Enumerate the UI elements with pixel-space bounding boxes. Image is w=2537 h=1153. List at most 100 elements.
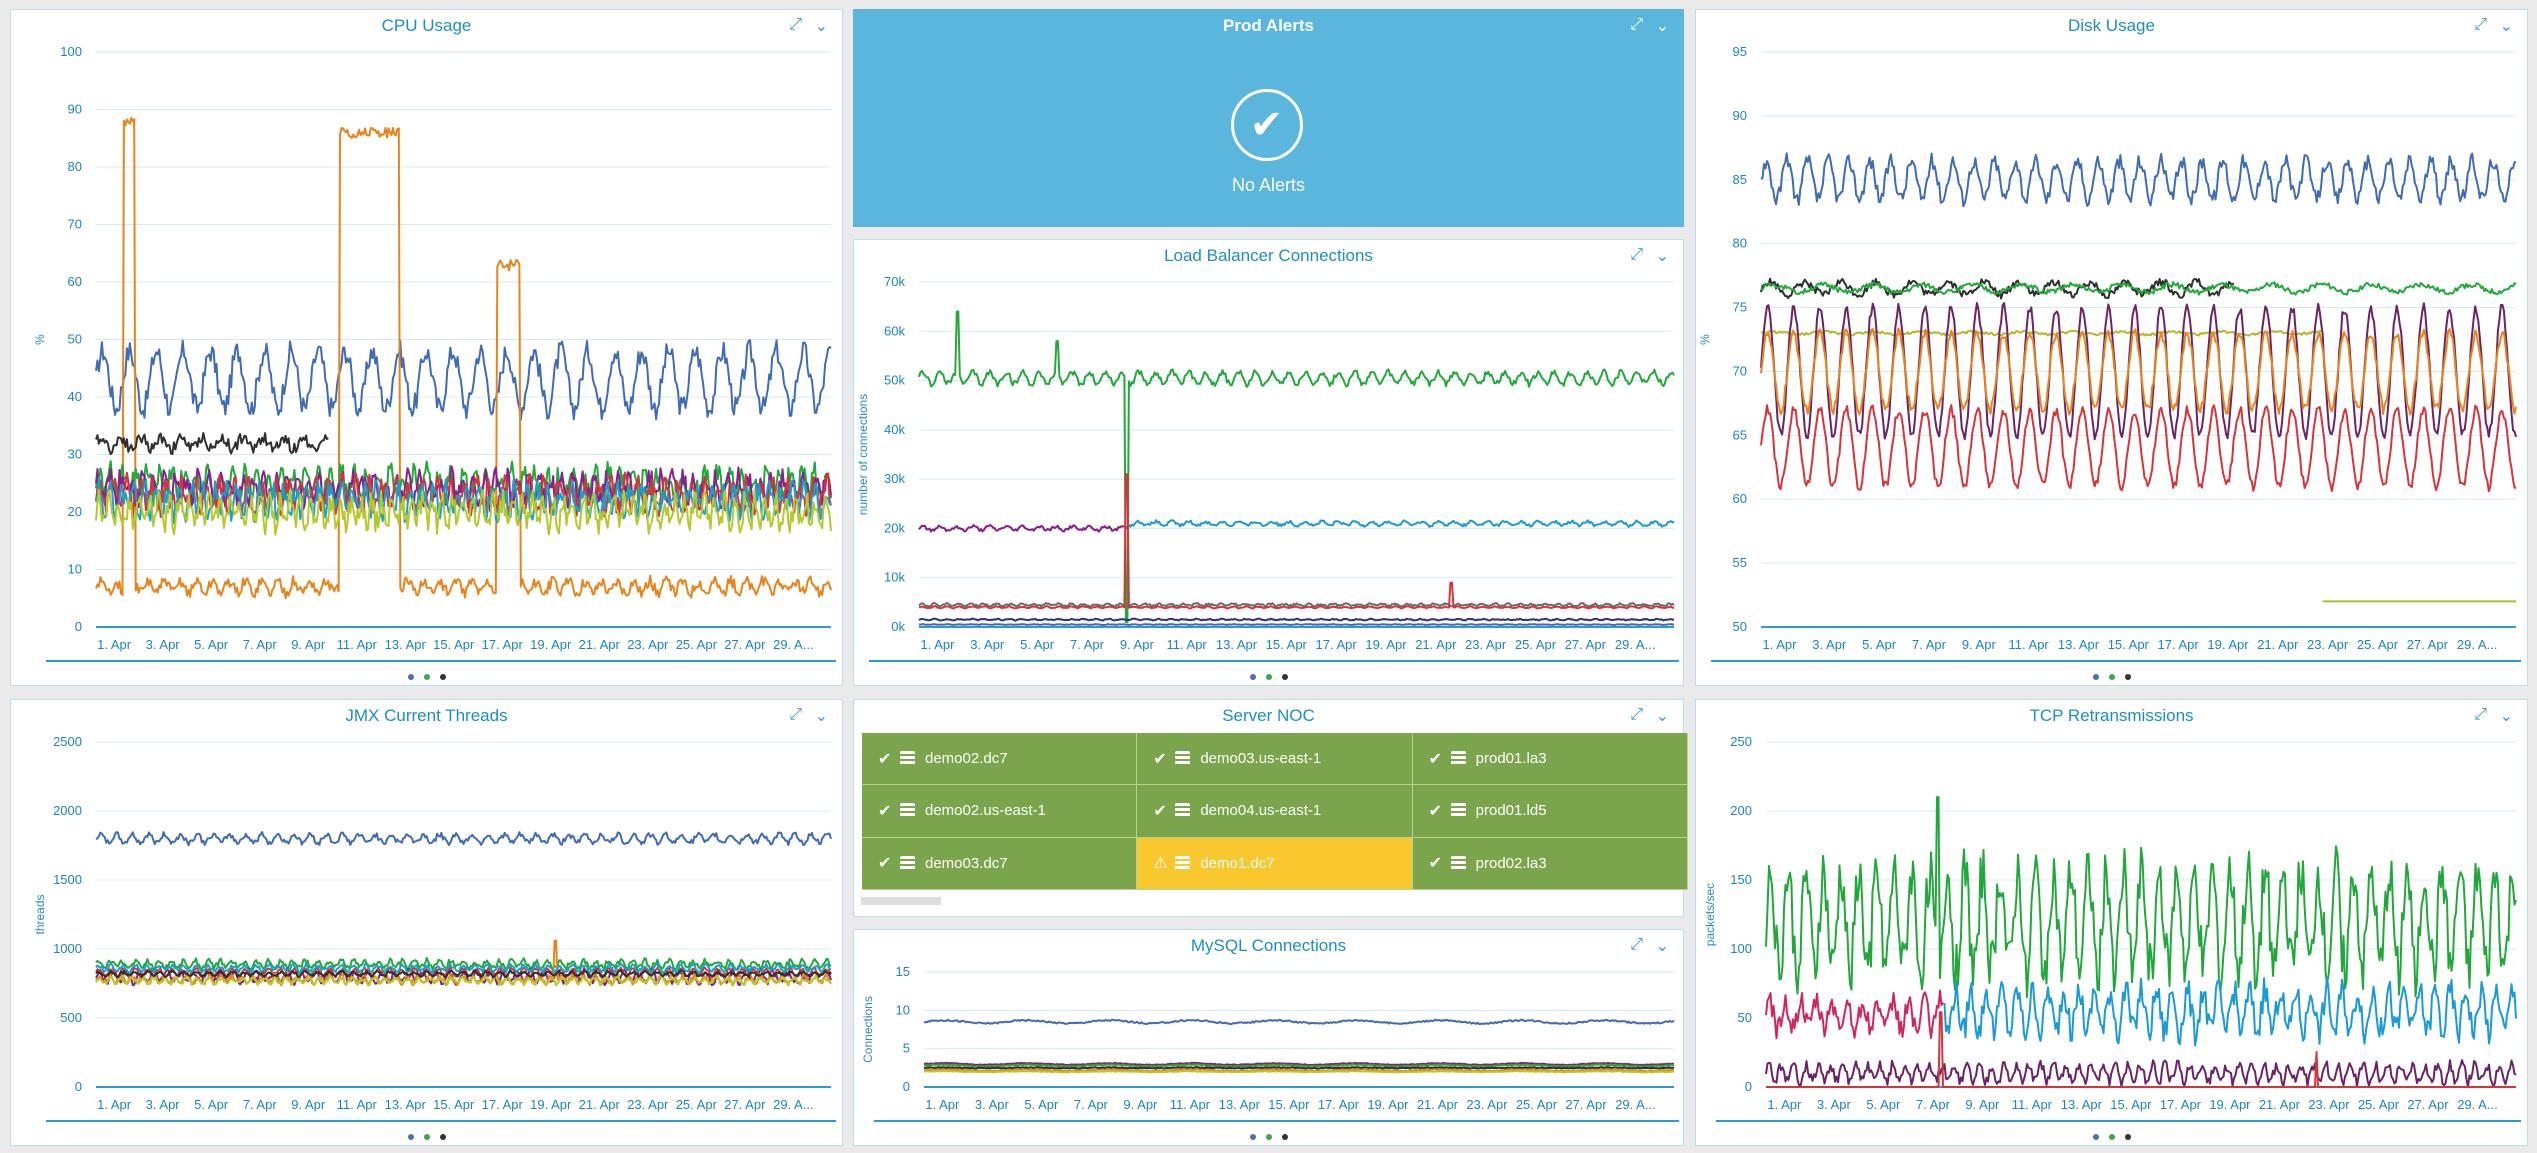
y-axis-label: Connections bbox=[861, 996, 875, 1063]
server-tile[interactable]: ✔ demo03.dc7 bbox=[862, 837, 1138, 890]
server-tile[interactable]: ⚠ demo1.dc7 bbox=[1137, 837, 1413, 890]
x-tick-label: 5. Apr bbox=[1024, 1097, 1059, 1112]
server-tile[interactable]: ✔ demo02.dc7 bbox=[862, 733, 1138, 786]
chevron-down-icon[interactable]: ⌄ bbox=[1655, 938, 1669, 955]
page-dot[interactable] bbox=[1265, 1134, 1272, 1140]
check-icon: ✔ bbox=[878, 750, 892, 768]
page-dot[interactable] bbox=[1281, 1134, 1288, 1140]
series-line bbox=[1765, 989, 1944, 1040]
x-tick-label: 23. Apr bbox=[1465, 637, 1507, 652]
page-indicator[interactable] bbox=[1696, 674, 2527, 680]
series-line bbox=[95, 339, 832, 421]
page-indicator[interactable] bbox=[854, 674, 1683, 680]
x-tick-label: 3. Apr bbox=[970, 637, 1005, 652]
page-dot[interactable] bbox=[2092, 674, 2099, 680]
x-tick-label: 27. Apr bbox=[2407, 1097, 2449, 1112]
series-line bbox=[1765, 796, 2517, 998]
y-tick-label: 75 bbox=[1733, 300, 1747, 315]
page-indicator[interactable] bbox=[854, 1134, 1683, 1140]
server-tile[interactable]: ✔ demo03.us-east-1 bbox=[1137, 733, 1413, 786]
mysql-connections-panel: MySQL Connections ⤢ ⌄ 0 5 10 15 Connections 1… bbox=[853, 929, 1684, 1146]
expand-icon[interactable]: ⤢ bbox=[1630, 936, 1643, 953]
y-tick-label: 0 bbox=[75, 619, 82, 634]
page-dot[interactable] bbox=[439, 674, 446, 680]
page-dot[interactable] bbox=[2124, 1134, 2131, 1140]
page-indicator[interactable] bbox=[1696, 1134, 2527, 1140]
page-dot[interactable] bbox=[2124, 674, 2131, 680]
panel-title: Disk Usage bbox=[2068, 16, 2155, 35]
x-tick-label: 7. Apr bbox=[1070, 637, 1105, 652]
server-tile[interactable]: ✔ prod02.la3 bbox=[1412, 837, 1688, 890]
horizontal-scrollbar[interactable] bbox=[861, 897, 941, 905]
series-line bbox=[95, 831, 832, 847]
expand-icon[interactable]: ⤢ bbox=[2474, 16, 2487, 33]
chevron-down-icon[interactable]: ⌄ bbox=[2499, 708, 2513, 725]
x-tick-label: 15. Apr bbox=[433, 637, 475, 652]
series-line bbox=[923, 1068, 1675, 1073]
y-axis-label: number of connections bbox=[856, 394, 870, 515]
page-dot[interactable] bbox=[1281, 674, 1288, 680]
y-tick-label: 90 bbox=[68, 102, 82, 117]
server-name: demo02.us-east-1 bbox=[925, 802, 1046, 820]
x-tick-label: 17. Apr bbox=[482, 637, 524, 652]
x-tick-label: 19. Apr bbox=[530, 637, 572, 652]
x-tick-label: 13. Apr bbox=[2061, 1097, 2103, 1112]
chevron-down-icon[interactable]: ⌄ bbox=[1655, 18, 1669, 35]
page-dot[interactable] bbox=[423, 674, 430, 680]
expand-icon[interactable]: ⤢ bbox=[1630, 246, 1643, 263]
check-icon: ✔ bbox=[878, 855, 892, 873]
page-dot[interactable] bbox=[2108, 674, 2115, 680]
y-tick-label: 55 bbox=[1733, 555, 1747, 570]
x-tick-label: 25. Apr bbox=[676, 637, 718, 652]
expand-icon[interactable]: ⤢ bbox=[1630, 706, 1643, 723]
y-tick-label: 10 bbox=[896, 1002, 910, 1017]
x-tick-label: 27. Apr bbox=[1565, 1097, 1607, 1112]
page-dot[interactable] bbox=[1265, 674, 1272, 680]
x-tick-label: 17. Apr bbox=[1318, 1097, 1360, 1112]
page-dot[interactable] bbox=[439, 1134, 446, 1140]
x-tick-label: 11. Apr bbox=[1167, 637, 1208, 652]
x-tick-label: 25. Apr bbox=[1515, 637, 1557, 652]
page-dot[interactable] bbox=[1249, 674, 1256, 680]
page-dot[interactable] bbox=[423, 1134, 430, 1140]
chevron-down-icon[interactable]: ⌄ bbox=[1655, 248, 1669, 265]
y-tick-label: 80 bbox=[1733, 236, 1747, 251]
page-dot[interactable] bbox=[2108, 1134, 2115, 1140]
chevron-down-icon[interactable]: ⌄ bbox=[814, 708, 828, 725]
y-tick-label: 70 bbox=[1733, 363, 1747, 378]
expand-icon[interactable]: ⤢ bbox=[2474, 706, 2487, 723]
page-dot[interactable] bbox=[407, 1134, 414, 1140]
series-line bbox=[95, 432, 329, 456]
expand-icon[interactable]: ⤢ bbox=[789, 16, 802, 33]
server-grid: ✔ demo02.dc7 ✔ demo03.us-east-1 ✔ prod01.la3 ✔… bbox=[862, 733, 1688, 890]
y-tick-label: 40 bbox=[68, 389, 82, 404]
chevron-down-icon[interactable]: ⌄ bbox=[2499, 18, 2513, 35]
series-line bbox=[95, 969, 832, 979]
x-tick-label: 21. Apr bbox=[1417, 1097, 1459, 1112]
expand-icon[interactable]: ⤢ bbox=[789, 706, 802, 723]
x-tick-label: 11. Apr bbox=[1170, 1097, 1211, 1112]
page-indicator[interactable] bbox=[11, 1134, 842, 1140]
expand-icon[interactable]: ⤢ bbox=[1630, 16, 1643, 33]
chevron-down-icon[interactable]: ⌄ bbox=[814, 18, 828, 35]
series-line bbox=[1760, 277, 2235, 300]
server-tile[interactable]: ✔ demo04.us-east-1 bbox=[1137, 785, 1413, 838]
x-tick-label: 29. A... bbox=[773, 1097, 813, 1112]
series-line bbox=[1760, 152, 2517, 208]
x-tick-label: 3. Apr bbox=[1817, 1097, 1852, 1112]
server-tile[interactable]: ✔ prod01.ld5 bbox=[1412, 785, 1688, 838]
page-indicator[interactable] bbox=[11, 674, 842, 680]
server-tile[interactable]: ✔ demo02.us-east-1 bbox=[862, 785, 1138, 838]
x-tick-label: 13. Apr bbox=[1219, 1097, 1261, 1112]
series-line bbox=[918, 601, 1675, 608]
y-tick-label: 2000 bbox=[53, 803, 82, 818]
panel-title: Load Balancer Connections bbox=[1164, 246, 1373, 265]
x-tick-label: 5. Apr bbox=[194, 637, 229, 652]
page-dot[interactable] bbox=[2092, 1134, 2099, 1140]
chevron-down-icon[interactable]: ⌄ bbox=[1655, 708, 1669, 725]
server-tile[interactable]: ✔ prod01.la3 bbox=[1412, 733, 1688, 786]
page-dot[interactable] bbox=[1249, 1134, 1256, 1140]
page-dot[interactable] bbox=[407, 674, 414, 680]
x-tick-label: 1. Apr bbox=[925, 1097, 960, 1112]
y-tick-label: 500 bbox=[60, 1010, 82, 1025]
